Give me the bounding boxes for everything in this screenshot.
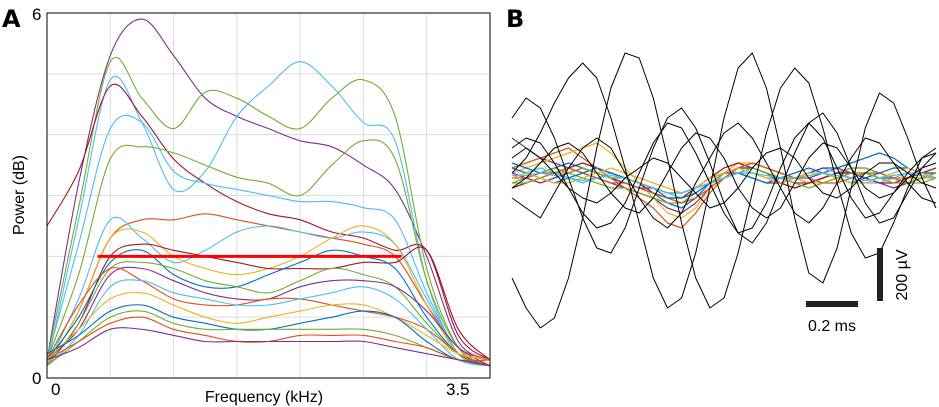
- waveform-trace-1: [511, 122, 937, 229]
- spectrum-line-20: [46, 327, 491, 367]
- panel-a-series: [46, 18, 491, 367]
- spectrum-line-2: [46, 56, 491, 367]
- spectrum-line-15: [46, 279, 491, 367]
- waveform-trace-2: [511, 52, 937, 309]
- waveform-trace-20: [512, 172, 937, 194]
- spectrum-line-6: [46, 139, 491, 367]
- panel-a-chart: 6 0 0 3.5 Frequency (kHz) Power (dB): [11, 5, 491, 406]
- y-tick-label-min: 0: [32, 369, 41, 388]
- waveform-trace-19: [511, 167, 937, 194]
- x-tick-label-max: 3.5: [446, 380, 470, 399]
- waveform-trace-7: [511, 147, 937, 209]
- panel-a-axes-frame: [46, 12, 491, 379]
- spectrum-line-8: [46, 216, 491, 367]
- spectrum-line-4: [46, 83, 491, 361]
- voltage-scale-label: 200 µV: [894, 249, 911, 300]
- spectrum-line-5: [46, 114, 491, 367]
- panel-b-letter: B: [506, 5, 524, 33]
- waveform-trace-3: [511, 52, 937, 329]
- spectrum-line-18: [46, 310, 491, 367]
- panel-b-series: [511, 52, 937, 329]
- waveform-trace-4: [511, 122, 937, 234]
- time-scale-label: 0.2 ms: [808, 318, 856, 335]
- panel-b-traces: 0.2 ms 200 µV: [511, 52, 937, 335]
- x-axis-label: Frequency (kHz): [205, 389, 323, 406]
- waveform-trace-5: [511, 132, 937, 219]
- spectrum-line-7: [46, 213, 491, 367]
- spectrum-line-16: [46, 291, 491, 361]
- spectrum-line-12: [46, 261, 491, 367]
- y-tick-label-max: 6: [32, 5, 41, 24]
- spectrum-line-1: [46, 18, 491, 361]
- spectrum-line-14: [46, 267, 491, 367]
- panel-a-letter: A: [2, 5, 21, 33]
- spectrum-line-13: [46, 266, 491, 367]
- y-axis-label: Power (dB): [11, 155, 28, 235]
- spectrum-line-10: [46, 243, 491, 367]
- x-tick-label-min: 0: [51, 380, 60, 399]
